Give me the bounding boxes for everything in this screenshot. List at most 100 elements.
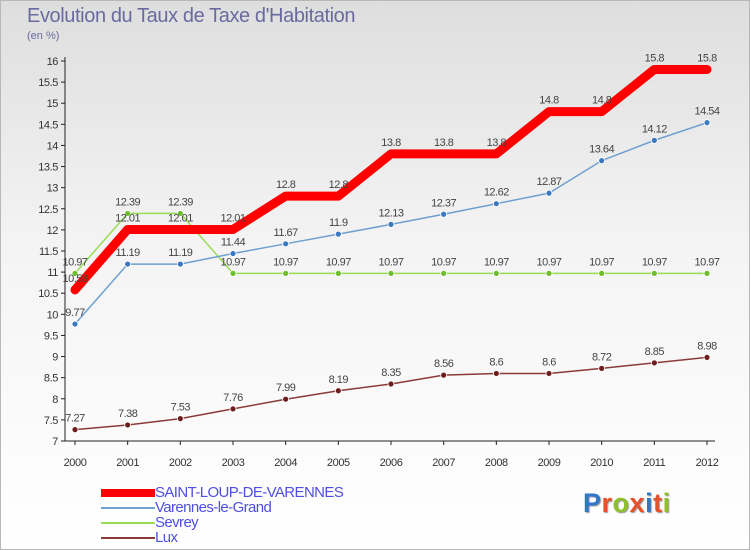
- data-label-sevrey: 10.97: [431, 256, 456, 268]
- data-point-lux: [545, 370, 553, 377]
- y-tick-label: 7: [52, 436, 58, 448]
- y-tick-label: 11.5: [39, 246, 58, 258]
- data-point-sevrey: [598, 269, 606, 277]
- data-label-varennes-le-grand: 14.54: [694, 106, 719, 118]
- data-label-lux: 8.19: [329, 374, 349, 386]
- y-tick-label: 16: [47, 56, 59, 68]
- y-tick-label: 10: [47, 309, 59, 321]
- data-label-saint-loup-de-varennes: 12.8: [329, 179, 349, 191]
- data-label-saint-loup-de-varennes: 12.01: [168, 212, 193, 224]
- data-label-varennes-le-grand: 11.19: [168, 247, 193, 259]
- data-label-varennes-le-grand: 14.12: [642, 123, 667, 135]
- data-label-saint-loup-de-varennes: 13.8: [434, 137, 454, 149]
- data-point-lux: [598, 364, 606, 372]
- data-label-varennes-le-grand: 11.67: [274, 227, 299, 239]
- data-label-lux: 7.99: [276, 382, 296, 394]
- data-point-lux: [650, 359, 658, 367]
- data-point-varennes-le-grand: [545, 189, 553, 197]
- data-label-saint-loup-de-varennes: 12.8: [276, 179, 296, 191]
- data-point-sevrey: [176, 210, 184, 217]
- logo-letter: P: [583, 488, 602, 518]
- data-point-varennes-le-grand: [124, 260, 132, 268]
- y-tick-label: 9: [52, 352, 58, 364]
- y-tick-label: 14: [47, 140, 59, 152]
- data-label-sevrey: 10.97: [378, 256, 403, 268]
- logo-letter: t: [653, 488, 663, 518]
- data-label-sevrey: 10.97: [694, 256, 719, 268]
- x-tick-label: 2010: [590, 457, 613, 469]
- data-label-lux: 8.85: [645, 346, 665, 358]
- y-tick-label: 12: [47, 225, 59, 237]
- data-point-varennes-le-grand: [440, 210, 448, 218]
- data-point-sevrey: [545, 269, 553, 277]
- data-point-sevrey: [229, 269, 237, 277]
- x-tick-label: 2006: [380, 457, 403, 469]
- data-point-lux: [176, 415, 184, 423]
- x-tick-label: 2012: [696, 457, 719, 469]
- data-label-lux: 8.72: [592, 351, 612, 363]
- logo-letter: o: [612, 488, 630, 518]
- data-point-lux: [334, 387, 342, 395]
- data-point-sevrey: [650, 269, 658, 277]
- data-label-varennes-le-grand: 11.19: [116, 247, 141, 259]
- data-point-sevrey: [703, 269, 711, 277]
- legend-item-varennes: Varennes-le-Grand: [101, 499, 401, 516]
- data-label-sevrey: 10.97: [589, 256, 614, 268]
- x-tick-label: 2011: [643, 457, 665, 469]
- y-tick-label: 13: [47, 183, 59, 195]
- data-label-lux: 7.76: [223, 392, 243, 404]
- data-label-sevrey: 10.97: [326, 256, 351, 268]
- x-tick-label: 2008: [485, 457, 508, 469]
- data-label-saint-loup-de-varennes: 13.8: [487, 137, 507, 149]
- legend-label-sevrey: Sevrey: [155, 514, 199, 531]
- data-label-lux: 8.98: [697, 340, 717, 352]
- x-tick-label: 2001: [116, 457, 139, 469]
- data-label-saint-loup-de-varennes: 12.01: [220, 212, 245, 224]
- data-label-saint-loup-de-varennes: 10.58: [62, 273, 87, 285]
- y-tick-label: 10.5: [38, 288, 58, 300]
- data-label-varennes-le-grand: 12.13: [378, 207, 403, 219]
- data-label-varennes-le-grand: 11.44: [221, 237, 246, 249]
- data-point-varennes-le-grand: [598, 157, 606, 165]
- y-tick-label: 7.5: [44, 415, 58, 427]
- logo-letter: r: [601, 488, 613, 518]
- data-label-saint-loup-de-varennes: 13.8: [381, 137, 401, 149]
- data-point-lux: [282, 395, 290, 403]
- data-point-lux: [229, 405, 237, 413]
- data-label-saint-loup-de-varennes: 14.8: [592, 95, 612, 107]
- data-point-lux: [71, 426, 79, 434]
- x-tick-label: 2005: [327, 457, 350, 469]
- data-point-varennes-le-grand: [282, 240, 290, 248]
- legend-label-lux: Lux: [155, 529, 178, 546]
- data-label-varennes-le-grand: 12.62: [484, 187, 509, 199]
- data-point-sevrey: [440, 269, 448, 277]
- legend-swatch-varennes: [101, 507, 155, 509]
- data-label-saint-loup-de-varennes: 15.8: [645, 52, 665, 64]
- series-line-saint-loup-de-varennes: [70, 64, 712, 295]
- data-point-varennes-le-grand: [176, 260, 184, 268]
- data-point-lux: [492, 370, 500, 377]
- data-label-lux: 7.38: [118, 408, 138, 420]
- data-label-sevrey: 10.97: [273, 256, 298, 268]
- data-label-varennes-le-grand: 11.9: [329, 217, 348, 229]
- y-tick-label: 9.5: [44, 330, 58, 342]
- data-point-varennes-le-grand: [492, 200, 500, 208]
- y-tick-label: 15.5: [38, 77, 58, 89]
- legend-item-lux: Lux: [101, 529, 401, 546]
- data-point-lux: [387, 380, 395, 388]
- data-point-sevrey: [124, 210, 132, 217]
- legend-swatch-saint-loup: [101, 489, 155, 497]
- data-point-sevrey: [492, 269, 500, 277]
- data-point-sevrey: [387, 269, 395, 277]
- data-label-sevrey: 10.97: [220, 256, 245, 268]
- data-label-lux: 8.6: [489, 356, 503, 368]
- unit-label: (en %): [27, 30, 60, 42]
- legend-swatch-sevrey: [101, 522, 155, 524]
- data-point-lux: [440, 371, 448, 379]
- data-label-varennes-le-grand: 12.87: [536, 176, 561, 188]
- data-label-lux: 7.53: [171, 402, 191, 414]
- x-tick-label: 2007: [432, 457, 455, 469]
- x-tick-label: 2002: [169, 457, 192, 469]
